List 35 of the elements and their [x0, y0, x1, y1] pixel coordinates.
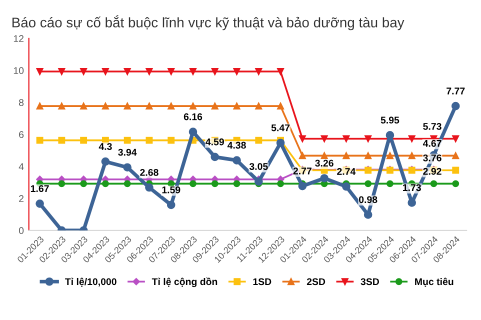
- data-label: 5.95: [380, 116, 400, 124]
- y-tick-label: 4: [18, 163, 24, 170]
- chart-title: Báo cáo sự cố bắt buộc lĩnh vực kỹ thuật và bảo dưỡng tàu bay: [12, 15, 404, 30]
- y-tick-label: 0: [18, 227, 24, 234]
- legend-label: 2SD: [306, 278, 326, 286]
- data-label: 4.38: [227, 142, 246, 149]
- y-tick-label: 2: [19, 195, 24, 202]
- legend-label: Mục tiêu: [415, 278, 454, 287]
- y-tick-label: 10: [14, 67, 24, 74]
- legend-label: 1SD: [253, 278, 272, 286]
- data-label: 2.92: [423, 168, 442, 175]
- legend-label: Tỉ lệ cộng dồn: [152, 278, 218, 288]
- legend-label: Tỉ lệ/10,000: [65, 278, 116, 287]
- data-label: 6.16: [184, 113, 202, 120]
- data-label: 3.76: [423, 154, 442, 162]
- y-tick-label: 6: [19, 131, 24, 138]
- data-label: 7.77: [446, 88, 465, 94]
- legend-label: 3SD: [360, 278, 380, 286]
- y-tick-label: 8: [19, 99, 24, 106]
- data-label: 5.47: [271, 124, 290, 132]
- data-label: 2.77: [293, 168, 312, 174]
- data-label: 3.94: [118, 148, 137, 156]
- data-label: 1.67: [30, 185, 49, 192]
- data-label: 1.59: [162, 186, 180, 194]
- data-label: 1.73: [403, 184, 421, 192]
- data-label: 3.05: [249, 163, 268, 170]
- data-label: 2.68: [140, 168, 158, 176]
- y-tick-label: 12: [14, 35, 24, 42]
- data-label: 5.73: [423, 122, 442, 130]
- data-label: 4.59: [206, 138, 224, 146]
- data-label: 0.98: [359, 196, 378, 204]
- data-label: 3.26: [315, 160, 334, 167]
- data-label: 4.3: [98, 143, 112, 150]
- data-label: 4.67: [422, 140, 442, 147]
- data-label: 2.74: [337, 168, 356, 175]
